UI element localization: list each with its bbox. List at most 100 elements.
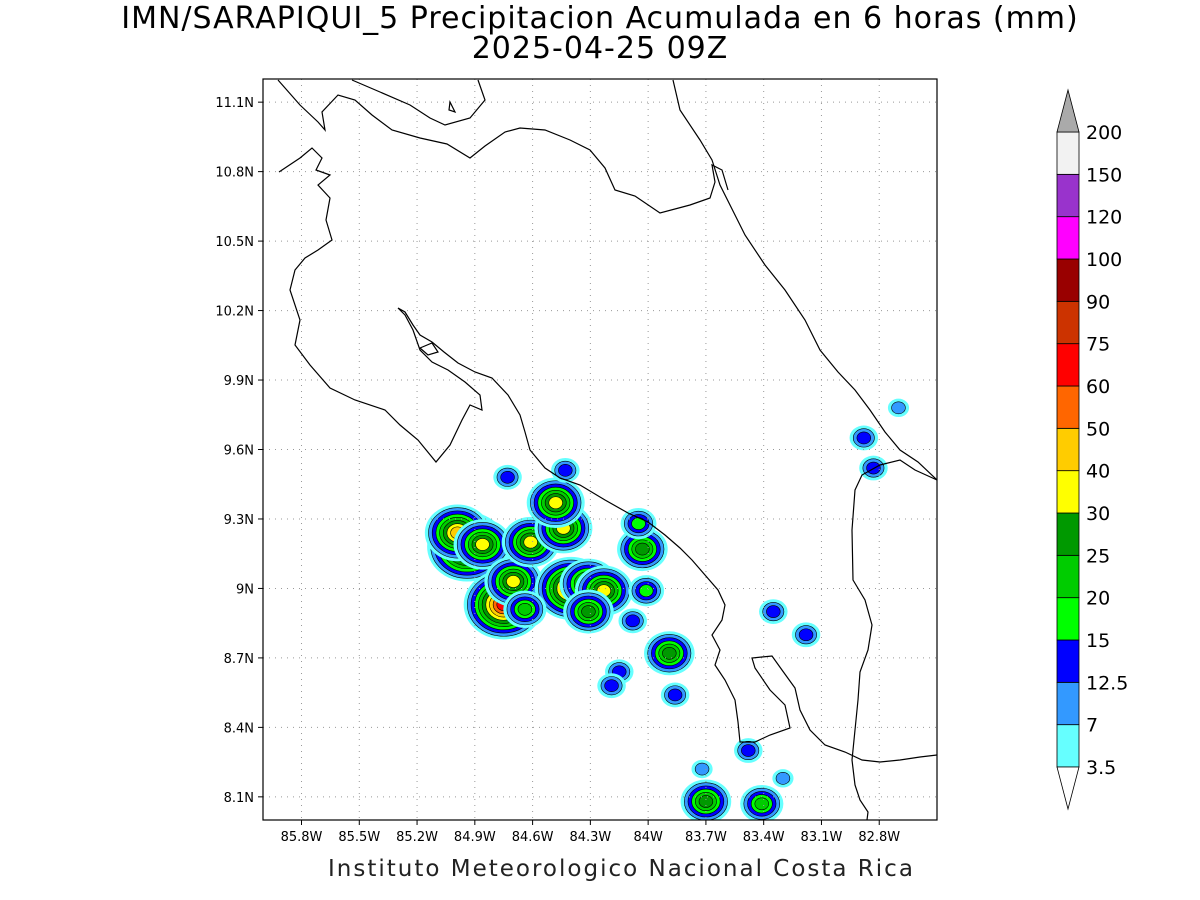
lon-tick-label: 85.2W <box>396 830 438 845</box>
precip-contour <box>667 688 683 702</box>
precip-contour <box>475 538 490 551</box>
precip-contour <box>604 679 619 692</box>
precip-contour <box>766 605 781 618</box>
precip-contour <box>694 762 710 776</box>
lat-tick-label: 9.9N <box>224 374 254 389</box>
colorbar-swatch <box>1056 512 1080 556</box>
lon-tick-label: 83.4W <box>743 830 785 845</box>
lat-tick-label: 8.7N <box>224 652 254 667</box>
colorbar-swatch <box>1056 385 1080 429</box>
colorbar-swatch <box>1056 681 1080 726</box>
lon-tick-label: 84.3W <box>569 830 611 845</box>
colorbar-label: 50 <box>1086 418 1110 440</box>
lake-nicaragua-shore <box>351 79 486 126</box>
colorbar-label: 120 <box>1086 207 1122 229</box>
precip-contour <box>548 496 563 510</box>
colorbar-label: 25 <box>1086 545 1110 567</box>
colorbar-label: 12.5 <box>1086 672 1128 694</box>
precip-contour <box>500 470 515 484</box>
footer-credit: Instituto Meteorologico Nacional Costa R… <box>328 856 915 882</box>
lon-tick-label: 84.9W <box>454 830 496 845</box>
colorbar-swatch <box>1056 258 1080 302</box>
colorbar-label: 100 <box>1086 249 1122 271</box>
colorbar-label: 75 <box>1086 334 1110 356</box>
colorbar-label: 60 <box>1086 376 1110 398</box>
lon-tick-label: 83.1W <box>801 830 843 845</box>
colorbar-label: 90 <box>1086 291 1110 313</box>
lat-tick-label: 10.8N <box>215 166 254 181</box>
precip-cell <box>691 759 713 779</box>
lat-tick-label: 9.6N <box>224 444 254 459</box>
axis-ticks: 85.8W 85.5W 85.2W 84.9W 84.6W 84.3W 84W 83.7W 83… <box>215 96 900 845</box>
caribbean-coast <box>672 79 937 481</box>
precip-cell <box>628 575 665 607</box>
colorbar-swatch <box>1056 597 1080 641</box>
precip-cell <box>660 682 690 708</box>
precip-contour <box>698 795 714 808</box>
lon-tick-label: 84.6W <box>512 830 554 845</box>
lake-island <box>448 99 457 114</box>
precip-contour <box>741 744 756 757</box>
colorbar-label: 3.5 <box>1086 757 1116 779</box>
colorbar-swatch <box>1056 639 1080 683</box>
lat-tick-label: 10.5N <box>215 235 254 250</box>
precip-cell <box>563 589 614 634</box>
lat-tick-label: 9.3N <box>224 513 254 528</box>
precip-cell <box>453 519 512 570</box>
precip-contour <box>891 401 906 415</box>
lon-tick-label: 82.8W <box>858 830 900 845</box>
lat-tick-label: 8.1N <box>224 791 254 806</box>
precip-contour <box>662 646 677 660</box>
precip-cell <box>740 784 784 820</box>
precip-cell <box>620 507 657 540</box>
lat-tick-label: 8.4N <box>224 721 254 736</box>
precip-contour <box>798 628 814 642</box>
precip-cell <box>887 398 910 418</box>
precip-contour <box>754 797 769 811</box>
precip-cell <box>618 608 647 634</box>
colorbar-top-arrow <box>1056 88 1080 133</box>
precip-contour <box>581 605 596 618</box>
precip-cell <box>791 622 821 648</box>
lat-tick-label: 10.2N <box>215 305 254 320</box>
precip-cell <box>493 464 522 490</box>
precip-cell <box>503 590 547 629</box>
colorbar-swatch <box>1056 724 1080 768</box>
colorbar-swatch <box>1056 470 1080 514</box>
colorbar-bottom-arrow <box>1056 766 1080 811</box>
colorbar-label: 7 <box>1086 715 1098 737</box>
precip-contour <box>523 535 538 549</box>
map-title: IMN/SARAPIQUI_5 Precipitacion Acumulada … <box>121 1 1079 36</box>
colorbar-label: 30 <box>1086 503 1110 525</box>
precipitation-field <box>424 398 910 820</box>
lat-tick-label: 9N <box>236 582 254 597</box>
precip-cell <box>772 769 794 788</box>
lon-tick-label: 85.8W <box>281 830 323 845</box>
colorbar-label: 200 <box>1086 122 1122 144</box>
colorbar-swatch <box>1056 131 1080 175</box>
colorbar-legend: 3.5 7 12.5 15 20 25 30 40 50 60 75 90 100 120 150 200 <box>1056 88 1128 811</box>
gulf-island <box>418 342 439 356</box>
precip-contour <box>517 602 533 616</box>
colorbar-swatch <box>1056 216 1080 260</box>
precip-contour <box>775 772 791 785</box>
precip-cell <box>759 599 788 624</box>
pacific-coast <box>278 147 937 763</box>
lon-tick-label: 84W <box>633 830 663 845</box>
colorbar-swatch <box>1056 427 1080 472</box>
graticule <box>263 79 937 820</box>
colorbar-label: 150 <box>1086 164 1122 186</box>
precip-contour <box>625 614 640 628</box>
northern-border-line <box>277 79 729 214</box>
colorbar-swatch <box>1056 173 1080 218</box>
colorbar-label: 40 <box>1086 461 1110 483</box>
precip-contour <box>506 575 521 588</box>
precip-cell <box>551 457 580 483</box>
colorbar-swatch <box>1056 343 1080 387</box>
lat-tick-label: 11.1N <box>215 96 254 111</box>
coastline <box>277 79 937 820</box>
precip-contour <box>558 464 573 477</box>
precip-contour <box>635 542 650 556</box>
panama-border <box>851 459 937 820</box>
